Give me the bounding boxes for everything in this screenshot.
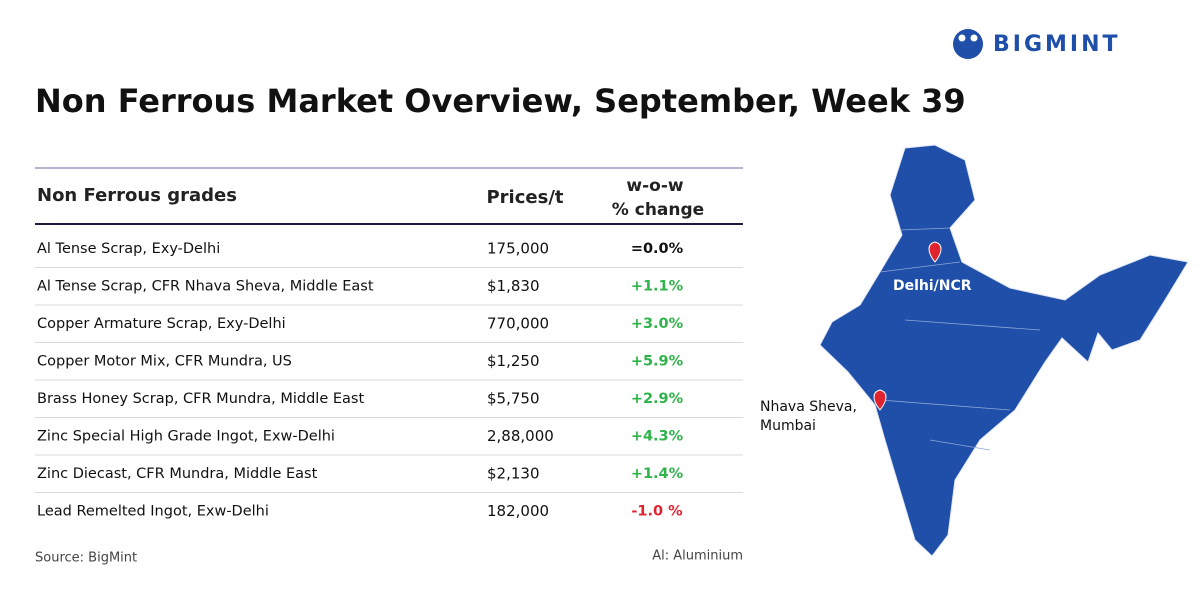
column-header: Non Ferrous grades (37, 185, 237, 206)
change-cell: =0.0% (631, 241, 684, 257)
map-label: Delhi/NCR (893, 278, 972, 294)
price-cell: 182,000 (487, 502, 549, 520)
grade-cell: Copper Armature Scrap, Exy-Delhi (37, 316, 286, 332)
table-body: Al Tense Scrap, Exy-Delhi 175,000 =0.0% Al … (35, 239, 743, 520)
price-cell: $1,250 (487, 352, 540, 370)
grade-cell: Zinc Special High Grade Ingot, Exw-Delhi (37, 428, 335, 444)
column-header: w-o-w (626, 176, 683, 196)
change-cell: +5.9% (631, 353, 684, 369)
grade-cell: Copper Motor Mix, CFR Mundra, US (37, 353, 292, 369)
change-cell: +1.4% (631, 466, 684, 482)
map-label: Nhava Sheva, (760, 399, 857, 415)
price-cell: 175,000 (487, 239, 549, 257)
grade-cell: Zinc Diecast, CFR Mundra, Middle East (37, 466, 318, 482)
india-map: Delhi/NCR Nhava Sheva, Mumbai (760, 144, 1189, 557)
source: Source: BigMint (35, 551, 137, 566)
title: Non Ferrous Market Overview, September, … (35, 82, 966, 120)
price-cell: $2,130 (487, 464, 540, 482)
india-shape (819, 144, 1189, 557)
state-borders (879, 227, 1041, 451)
change-cell: +3.0% (631, 316, 684, 332)
pin (928, 241, 942, 263)
logo-dot (958, 34, 966, 42)
change-cell: +1.1% (631, 278, 684, 294)
grade-cell: Al Tense Scrap, CFR Nhava Sheva, Middle … (37, 278, 374, 294)
grade-cell: Lead Remelted Ingot, Exw-Delhi (37, 503, 269, 519)
price-cell: 2,88,000 (487, 427, 554, 445)
column-header: Prices/t (486, 187, 563, 208)
price-cell: $1,830 (487, 277, 540, 295)
map-label: Mumbai (760, 418, 816, 434)
change-cell: -1.0 % (631, 503, 683, 519)
logo-dot (970, 34, 978, 42)
price-cell: $5,750 (487, 389, 540, 407)
grade-cell: Brass Honey Scrap, CFR Mundra, Middle Ea… (37, 391, 364, 407)
note: Al: Aluminium (652, 549, 743, 564)
grade-cell: Al Tense Scrap, Exy-Delhi (37, 241, 220, 257)
pin (873, 389, 887, 411)
change-cell: +4.3% (631, 428, 684, 444)
brand: BIGMINT (993, 32, 1121, 57)
change-cell: +2.9% (631, 391, 684, 407)
logo-icon (953, 29, 983, 59)
logo: BIGMINT (953, 29, 1121, 59)
price-cell: 770,000 (487, 314, 549, 332)
column-header: % change (612, 200, 704, 220)
